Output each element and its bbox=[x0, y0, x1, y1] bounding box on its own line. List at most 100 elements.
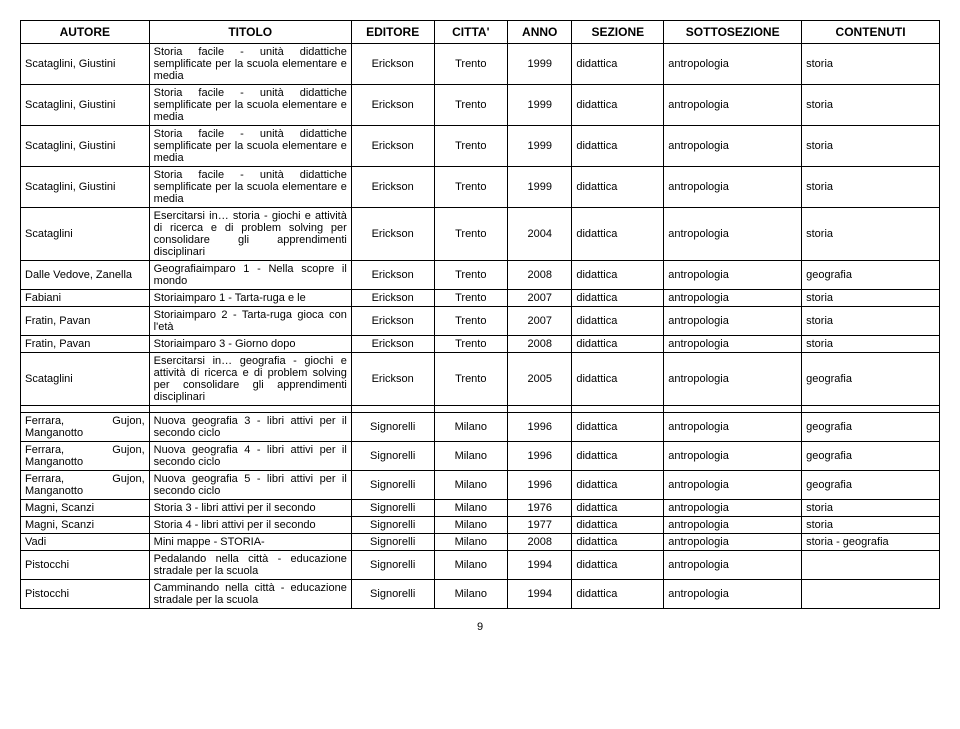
cell-editore: Erickson bbox=[351, 208, 434, 261]
cell-titolo: Mini mappe - STORIA- bbox=[149, 534, 351, 551]
header-citta: CITTA' bbox=[434, 21, 508, 44]
cell-citta: Trento bbox=[434, 208, 508, 261]
cell-citta: Trento bbox=[434, 353, 508, 406]
cell-sotto: antropologia bbox=[664, 290, 802, 307]
table-row: VadiMini mappe - STORIA-SignorelliMilano… bbox=[21, 534, 940, 551]
cell-sezione: didattica bbox=[572, 85, 664, 126]
cell-sotto: antropologia bbox=[664, 413, 802, 442]
cell-autore: Scataglini, Giustini bbox=[21, 44, 150, 85]
cell-autore: Magni, Scanzi bbox=[21, 500, 150, 517]
cell-titolo: Storiaimparo 1 - Tarta-ruga e le bbox=[149, 290, 351, 307]
cell-autore: Pistocchi bbox=[21, 580, 150, 609]
cell-cont: storia bbox=[802, 517, 940, 534]
cell-cont: geografia bbox=[802, 413, 940, 442]
cell-editore: Erickson bbox=[351, 353, 434, 406]
cell-anno: 1996 bbox=[508, 442, 572, 471]
cell-anno: 2005 bbox=[508, 353, 572, 406]
cell-cont: geografia bbox=[802, 353, 940, 406]
cell-titolo: Nuova geografia 3 - libri attivi per il … bbox=[149, 413, 351, 442]
page-number: 9 bbox=[20, 621, 940, 633]
cell-sezione: didattica bbox=[572, 336, 664, 353]
cell-sezione: didattica bbox=[572, 261, 664, 290]
cell-editore: Erickson bbox=[351, 167, 434, 208]
cell-editore: Signorelli bbox=[351, 551, 434, 580]
cell-anno: 1996 bbox=[508, 413, 572, 442]
table-row: PistocchiPedalando nella città - educazi… bbox=[21, 551, 940, 580]
cell-sezione: didattica bbox=[572, 471, 664, 500]
cell-sotto: antropologia bbox=[664, 167, 802, 208]
cell-sezione: didattica bbox=[572, 126, 664, 167]
cell-sotto: antropologia bbox=[664, 44, 802, 85]
catalog-table: AUTORE TITOLO EDITORE CITTA' ANNO SEZION… bbox=[20, 20, 940, 609]
cell-sotto: antropologia bbox=[664, 471, 802, 500]
cell-citta: Milano bbox=[434, 413, 508, 442]
cell-sotto: antropologia bbox=[664, 336, 802, 353]
cell-anno: 2004 bbox=[508, 208, 572, 261]
header-titolo: TITOLO bbox=[149, 21, 351, 44]
cell-sezione: didattica bbox=[572, 167, 664, 208]
cell-citta: Milano bbox=[434, 551, 508, 580]
cell-titolo: Storia facile - unità didattiche semplif… bbox=[149, 44, 351, 85]
cell-sotto: antropologia bbox=[664, 307, 802, 336]
cell-cont: geografia bbox=[802, 471, 940, 500]
cell-sotto: antropologia bbox=[664, 551, 802, 580]
cell-anno: 1976 bbox=[508, 500, 572, 517]
cell-cont: storia bbox=[802, 126, 940, 167]
header-sottosezione: SOTTOSEZIONE bbox=[664, 21, 802, 44]
cell-anno: 1999 bbox=[508, 44, 572, 85]
cell-autore: Dalle Vedove, Zanella bbox=[21, 261, 150, 290]
cell-autore: Magni, Scanzi bbox=[21, 517, 150, 534]
table-row: Scataglini, GiustiniStoria facile - unit… bbox=[21, 85, 940, 126]
cell-anno: 1996 bbox=[508, 471, 572, 500]
cell-cont: storia bbox=[802, 500, 940, 517]
cell-anno: 1977 bbox=[508, 517, 572, 534]
cell-citta: Milano bbox=[434, 580, 508, 609]
cell-autore: Ferrara, Gujon, Manganotto bbox=[21, 471, 150, 500]
table-row: PistocchiCamminando nella città - educaz… bbox=[21, 580, 940, 609]
cell-editore: Erickson bbox=[351, 336, 434, 353]
cell-cont: storia bbox=[802, 336, 940, 353]
cell-anno: 1994 bbox=[508, 551, 572, 580]
cell-citta: Milano bbox=[434, 500, 508, 517]
cell-autore: Scataglini, Giustini bbox=[21, 167, 150, 208]
cell-titolo: Pedalando nella città - educazione strad… bbox=[149, 551, 351, 580]
table-row: Magni, ScanziStoria 3 - libri attivi per… bbox=[21, 500, 940, 517]
cell-autore: Fratin, Pavan bbox=[21, 307, 150, 336]
cell-sezione: didattica bbox=[572, 208, 664, 261]
cell-anno: 1999 bbox=[508, 85, 572, 126]
cell-sotto: antropologia bbox=[664, 208, 802, 261]
cell-citta: Trento bbox=[434, 44, 508, 85]
cell-titolo: Storia facile - unità didattiche semplif… bbox=[149, 126, 351, 167]
table-row: Ferrara, Gujon, ManganottoNuova geografi… bbox=[21, 471, 940, 500]
cell-sezione: didattica bbox=[572, 44, 664, 85]
cell-citta: Trento bbox=[434, 336, 508, 353]
cell-titolo: Geografiaimparo 1 - Nella scopre il mond… bbox=[149, 261, 351, 290]
table-row: ScatagliniEsercitarsi in… storia - gioch… bbox=[21, 208, 940, 261]
cell-cont bbox=[802, 551, 940, 580]
cell-sezione: didattica bbox=[572, 534, 664, 551]
cell-sezione: didattica bbox=[572, 517, 664, 534]
cell-citta: Trento bbox=[434, 85, 508, 126]
table-row: Fratin, PavanStoriaimparo 3 - Giorno dop… bbox=[21, 336, 940, 353]
cell-editore: Erickson bbox=[351, 126, 434, 167]
cell-sotto: antropologia bbox=[664, 534, 802, 551]
cell-autore: Fabiani bbox=[21, 290, 150, 307]
cell-cont: storia bbox=[802, 44, 940, 85]
cell-titolo: Storia 3 - libri attivi per il secondo bbox=[149, 500, 351, 517]
cell-cont: storia - geografia bbox=[802, 534, 940, 551]
cell-citta: Milano bbox=[434, 442, 508, 471]
cell-editore: Erickson bbox=[351, 290, 434, 307]
spacer-row bbox=[21, 406, 940, 413]
cell-sezione: didattica bbox=[572, 551, 664, 580]
cell-autore: Scataglini bbox=[21, 208, 150, 261]
cell-editore: Signorelli bbox=[351, 517, 434, 534]
header-anno: ANNO bbox=[508, 21, 572, 44]
table-row: Magni, ScanziStoria 4 - libri attivi per… bbox=[21, 517, 940, 534]
cell-cont: storia bbox=[802, 307, 940, 336]
cell-anno: 2007 bbox=[508, 290, 572, 307]
cell-autore: Fratin, Pavan bbox=[21, 336, 150, 353]
cell-titolo: Nuova geografia 4 - libri attivi per il … bbox=[149, 442, 351, 471]
cell-sezione: didattica bbox=[572, 307, 664, 336]
cell-titolo: Camminando nella città - educazione stra… bbox=[149, 580, 351, 609]
cell-titolo: Storia 4 - libri attivi per il secondo bbox=[149, 517, 351, 534]
